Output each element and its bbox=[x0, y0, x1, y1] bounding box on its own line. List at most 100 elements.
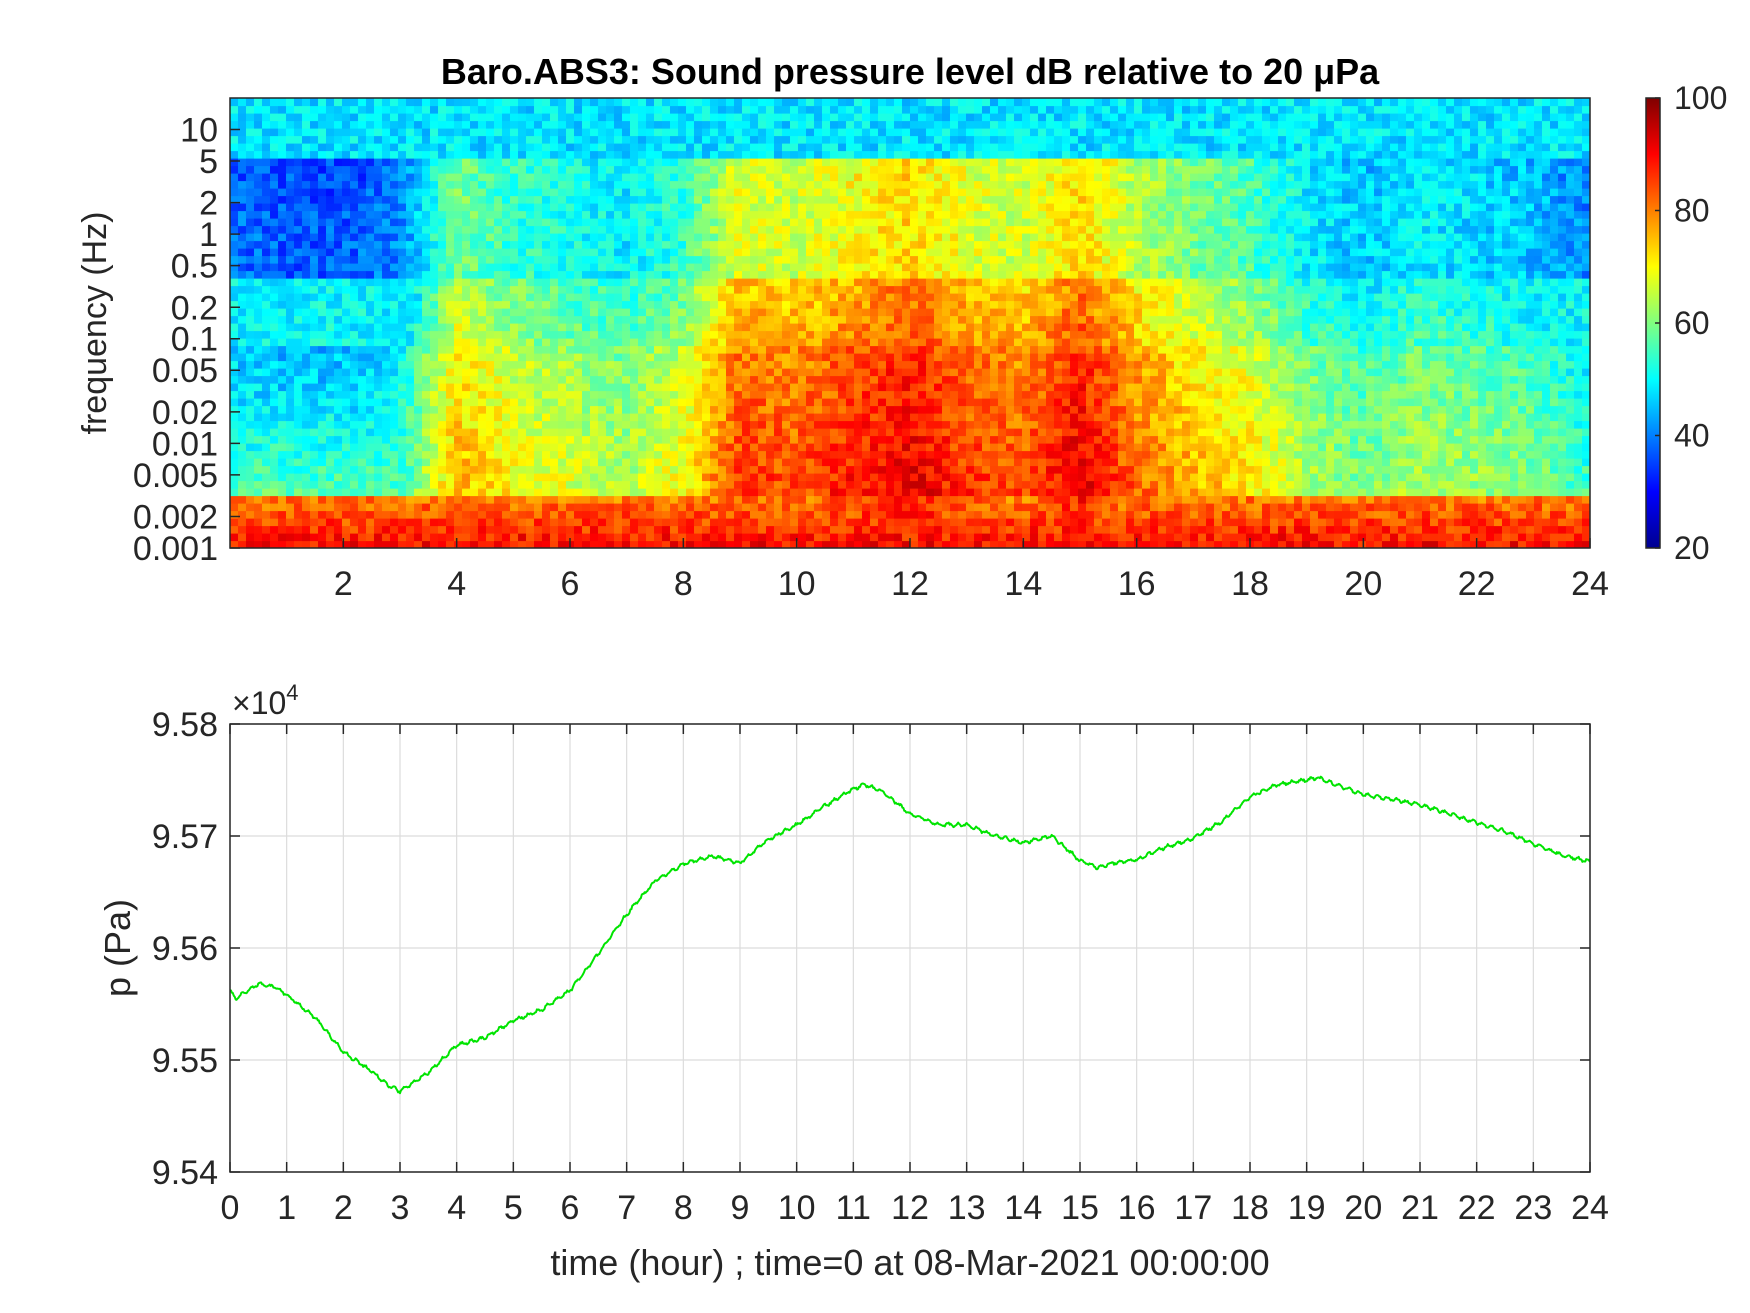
spectrogram-cell bbox=[430, 503, 439, 512]
spectrogram-cell bbox=[846, 443, 855, 452]
spectrogram-cell bbox=[814, 120, 823, 129]
spectrogram-cell bbox=[526, 188, 535, 197]
spectrogram-cell bbox=[654, 165, 663, 174]
spectrogram-cell bbox=[478, 143, 487, 152]
spectrogram-cell bbox=[262, 120, 271, 129]
spectrogram-cell bbox=[718, 510, 727, 519]
spectrogram-cell bbox=[438, 398, 447, 407]
spectrogram-cell bbox=[574, 165, 583, 174]
spectrogram-cell bbox=[766, 323, 775, 332]
spectrogram-cell bbox=[806, 105, 815, 114]
spectrogram-cell bbox=[630, 458, 639, 467]
spectrogram-cell bbox=[526, 150, 535, 159]
spectrogram-cell bbox=[526, 330, 535, 339]
spectrogram-cell bbox=[678, 383, 687, 392]
spectrogram-cell bbox=[470, 413, 479, 422]
spectrogram-cell bbox=[518, 345, 527, 354]
spectrogram-cell bbox=[702, 105, 711, 114]
spectrogram-cell bbox=[438, 120, 447, 129]
spectrogram-cell bbox=[878, 398, 887, 407]
spectrogram-cell bbox=[358, 525, 367, 534]
spectrogram-cell bbox=[830, 225, 839, 234]
spectrogram-cell bbox=[246, 398, 255, 407]
spectrogram-cell bbox=[694, 338, 703, 347]
spectrogram-cell bbox=[270, 308, 279, 317]
spectrogram-cell bbox=[270, 503, 279, 512]
spectrogram-cell bbox=[702, 413, 711, 422]
spectrogram-cell bbox=[654, 375, 663, 384]
spectrogram-cell bbox=[822, 518, 831, 527]
spectrogram-cell bbox=[310, 143, 319, 152]
spectrogram-cell bbox=[502, 540, 511, 548]
spectrogram-cell bbox=[566, 105, 575, 114]
spectrogram-cell bbox=[622, 383, 631, 392]
spectrogram-cell bbox=[814, 135, 823, 144]
spectrogram-cell bbox=[566, 165, 575, 174]
spectrogram-cell bbox=[806, 285, 815, 294]
spectrogram-cell bbox=[358, 503, 367, 512]
spectrogram-cell bbox=[374, 518, 383, 527]
spectrogram-cell bbox=[478, 113, 487, 122]
spectrogram-cell bbox=[526, 473, 535, 482]
spectrogram-cell bbox=[846, 203, 855, 212]
spectrogram-cell bbox=[662, 233, 671, 242]
spectrogram-cell bbox=[382, 413, 391, 422]
spectrogram-cell bbox=[374, 240, 383, 249]
spectrogram-cell bbox=[398, 510, 407, 519]
spectrogram-cell bbox=[358, 540, 367, 548]
spectrogram-cell bbox=[246, 503, 255, 512]
spectrogram-cell bbox=[510, 300, 519, 309]
spectrogram-cell bbox=[550, 188, 559, 197]
spectrogram-cell bbox=[582, 480, 591, 489]
spectrogram-cell bbox=[550, 195, 559, 204]
spectrogram-cell bbox=[510, 165, 519, 174]
spectrogram-cell bbox=[510, 503, 519, 512]
spectrogram-cell bbox=[302, 405, 311, 414]
spectrogram-cell bbox=[518, 285, 527, 294]
spectrogram-cell bbox=[830, 135, 839, 144]
spectrogram-cell bbox=[822, 390, 831, 399]
spectrogram-cell bbox=[518, 195, 527, 204]
spectrogram-cell bbox=[374, 308, 383, 317]
spectrogram-cell bbox=[862, 293, 871, 302]
spectrogram-cell bbox=[878, 435, 887, 444]
spectrogram-cell bbox=[326, 435, 335, 444]
spectrogram-cell bbox=[710, 195, 719, 204]
spectrogram-cell bbox=[646, 518, 655, 527]
spectrogram-cell bbox=[238, 248, 247, 257]
spectrogram-cell bbox=[886, 345, 895, 354]
spectrogram-cell bbox=[358, 225, 367, 234]
spectrogram-cell bbox=[718, 488, 727, 497]
spectrogram-cell bbox=[662, 270, 671, 279]
spectrogram-cell bbox=[310, 450, 319, 459]
spectrogram-cell bbox=[590, 510, 599, 519]
spectrogram-cell bbox=[286, 383, 295, 392]
spectrogram-cell bbox=[318, 368, 327, 377]
spectrogram-cell bbox=[654, 293, 663, 302]
spectrogram-cell bbox=[886, 330, 895, 339]
spectrogram-cell bbox=[670, 480, 679, 489]
spectrogram-cell bbox=[614, 383, 623, 392]
spectrogram-cell bbox=[350, 143, 359, 152]
spectrogram-cell bbox=[814, 330, 823, 339]
spectrogram-cell bbox=[854, 188, 863, 197]
spectrogram-cell bbox=[510, 150, 519, 159]
spectrogram-cell bbox=[622, 533, 631, 542]
spectrogram-cell bbox=[406, 188, 415, 197]
spectrogram-cell bbox=[550, 360, 559, 369]
spectrogram-cell bbox=[334, 450, 343, 459]
spectrogram-cell bbox=[446, 233, 455, 242]
spectrogram-cell bbox=[606, 480, 615, 489]
spectrogram-cell bbox=[710, 188, 719, 197]
spectrogram-cell bbox=[646, 428, 655, 437]
spectrogram-cell bbox=[414, 308, 423, 317]
spectrogram-cell bbox=[782, 540, 791, 548]
spectrogram-cell bbox=[574, 390, 583, 399]
spectrogram-cell bbox=[862, 360, 871, 369]
spectrogram-cell bbox=[318, 353, 327, 362]
spectrogram-cell bbox=[422, 195, 431, 204]
spectrogram-cell bbox=[590, 405, 599, 414]
spectrogram-cell bbox=[598, 525, 607, 534]
spectrogram-cell bbox=[774, 300, 783, 309]
spectrogram-cell bbox=[606, 203, 615, 212]
